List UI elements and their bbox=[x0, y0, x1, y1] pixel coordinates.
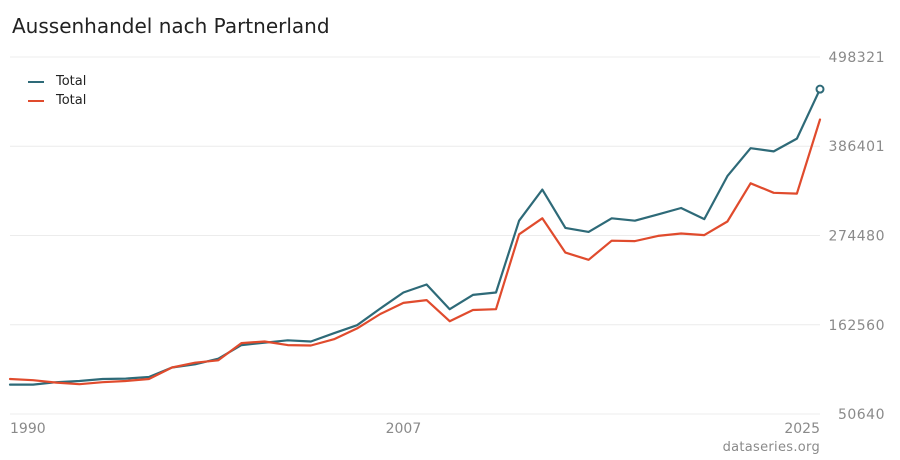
chart-title: Aussenhandel nach Partnerland bbox=[12, 14, 330, 38]
legend-item-series-2[interactable]: Total bbox=[28, 91, 86, 110]
x-tick-label-2: 2025 bbox=[784, 421, 820, 437]
y-tick-label-4: 50640 bbox=[838, 407, 885, 423]
legend-label-series-1: Total bbox=[56, 74, 87, 89]
series-line-2 bbox=[8, 118, 822, 386]
x-tick-label-1: 2007 bbox=[386, 421, 422, 437]
legend-label-series-2: Total bbox=[56, 93, 87, 108]
series-line-1 bbox=[8, 88, 822, 386]
legend: Total Total bbox=[28, 72, 86, 110]
y-tick-label-3: 162560 bbox=[829, 318, 885, 334]
source-credit: dataseries.org bbox=[722, 440, 820, 455]
series-1-end-marker bbox=[815, 84, 825, 94]
x-tick-label-0: 1990 bbox=[10, 421, 46, 437]
y-tick-label-1: 386401 bbox=[829, 139, 885, 155]
y-tick-label-2: 274480 bbox=[829, 229, 885, 245]
legend-swatch-series-1 bbox=[28, 80, 44, 83]
legend-item-series-1[interactable]: Total bbox=[28, 72, 86, 91]
legend-swatch-series-2 bbox=[28, 99, 44, 102]
y-tick-label-0: 498321 bbox=[829, 50, 885, 66]
